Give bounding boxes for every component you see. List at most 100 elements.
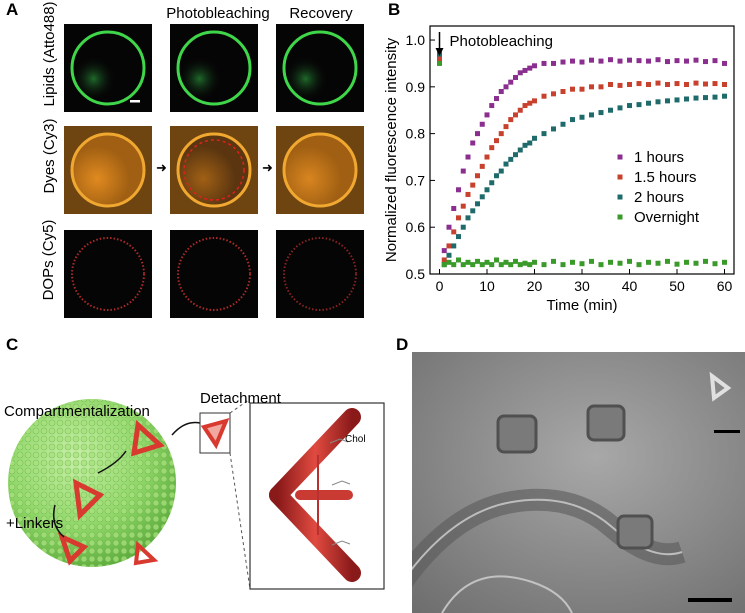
col-header-photobleaching: Photobleaching xyxy=(166,5,270,22)
micrograph-lipids-bleach xyxy=(170,24,258,112)
tem-micrograph xyxy=(412,352,745,613)
data-point xyxy=(674,81,680,87)
data-point xyxy=(532,63,537,69)
data-point xyxy=(551,60,556,66)
x-tick-label: 60 xyxy=(717,278,733,294)
data-point xyxy=(693,80,699,86)
data-point xyxy=(646,100,651,106)
data-point xyxy=(598,262,604,268)
data-point xyxy=(484,112,490,118)
curved-arrow-icon xyxy=(97,450,127,474)
data-point xyxy=(475,131,480,137)
data-point xyxy=(494,173,499,179)
data-point xyxy=(693,260,699,266)
arrow-right-icon: ➜ xyxy=(156,160,167,175)
data-point xyxy=(560,89,566,95)
data-point xyxy=(437,60,442,66)
data-point xyxy=(489,103,495,109)
data-point xyxy=(460,203,466,209)
data-point xyxy=(517,262,523,268)
data-point xyxy=(665,59,670,65)
data-point xyxy=(712,94,718,100)
data-point xyxy=(617,105,623,111)
data-point xyxy=(484,259,490,265)
data-point xyxy=(498,168,504,174)
data-point xyxy=(627,81,632,87)
data-point xyxy=(712,261,718,267)
data-point xyxy=(598,58,604,64)
data-point xyxy=(527,65,533,71)
data-point xyxy=(608,57,613,63)
data-point xyxy=(441,257,447,263)
data-point xyxy=(636,262,642,268)
data-point xyxy=(503,124,509,130)
micrograph-dops-bleach xyxy=(170,230,258,318)
data-point xyxy=(456,234,461,240)
data-point xyxy=(479,262,485,268)
data-point xyxy=(693,57,699,63)
data-point xyxy=(655,99,661,105)
data-point xyxy=(560,262,566,268)
data-point xyxy=(522,103,528,109)
micrograph-dyes-pre xyxy=(64,126,152,214)
data-point xyxy=(513,74,518,80)
data-point xyxy=(589,258,594,264)
legend-swatch xyxy=(617,154,623,160)
data-point xyxy=(608,81,613,87)
panel-d-letter: D xyxy=(396,335,409,354)
data-point xyxy=(508,117,514,123)
data-point xyxy=(513,112,518,118)
arrow-right-icon: ➜ xyxy=(262,160,273,175)
data-point xyxy=(627,103,632,109)
legend-label: Overnight xyxy=(634,209,700,226)
data-point xyxy=(494,96,499,102)
data-point xyxy=(627,57,632,63)
data-point xyxy=(541,60,547,66)
data-point xyxy=(684,259,689,265)
col-header-recovery: Recovery xyxy=(289,5,353,22)
data-point xyxy=(712,58,718,64)
data-point xyxy=(646,58,651,64)
data-point xyxy=(636,81,642,87)
data-point xyxy=(446,259,452,265)
data-point xyxy=(494,138,499,144)
data-point xyxy=(684,81,689,87)
label-linkers: +Linkers xyxy=(6,515,64,532)
data-point xyxy=(470,262,476,268)
data-point xyxy=(541,131,547,137)
panel-b-letter: B xyxy=(388,0,401,19)
data-point xyxy=(465,259,471,265)
y-tick-label: 0.8 xyxy=(406,126,426,142)
data-point xyxy=(475,258,480,264)
data-point xyxy=(475,173,480,179)
data-point xyxy=(522,142,528,148)
micrograph-dyes-bleach xyxy=(170,126,258,214)
data-point xyxy=(456,257,461,263)
label-compartmentalization: Compartmentalization xyxy=(4,403,150,420)
data-point xyxy=(532,98,537,104)
data-point xyxy=(684,58,689,64)
x-tick-label: 10 xyxy=(479,278,495,294)
x-tick-label: 30 xyxy=(574,278,590,294)
data-point xyxy=(527,100,533,106)
data-point xyxy=(460,168,466,174)
data-point xyxy=(465,215,471,221)
data-point xyxy=(470,140,476,146)
data-point xyxy=(684,96,689,102)
data-point xyxy=(446,243,452,249)
data-point xyxy=(655,80,661,86)
data-point xyxy=(589,57,594,63)
data-point xyxy=(589,84,594,90)
data-point xyxy=(551,126,556,132)
data-point xyxy=(532,135,537,141)
y-tick-label: 0.5 xyxy=(406,266,426,282)
data-point xyxy=(479,163,485,169)
data-point xyxy=(646,259,651,265)
data-point xyxy=(722,60,727,66)
data-point xyxy=(703,95,708,101)
data-point xyxy=(451,262,457,268)
data-point xyxy=(494,257,499,263)
data-point xyxy=(470,182,476,188)
data-point xyxy=(475,201,480,207)
micrograph-dops-recovery xyxy=(276,230,364,318)
